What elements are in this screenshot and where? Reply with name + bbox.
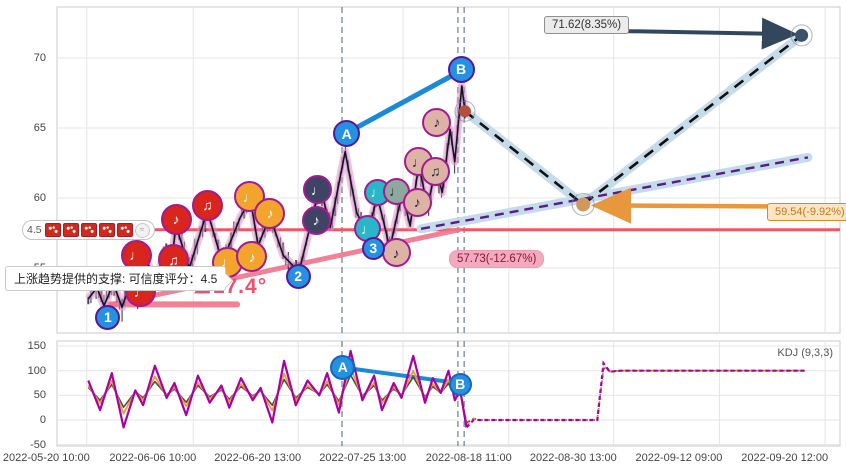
kdj-y-tick-label: 150 <box>27 340 46 353</box>
pattern-icon-row <box>44 223 133 237</box>
kdj-wave-label-A[interactable]: A <box>330 354 356 380</box>
wave-label-A[interactable]: A <box>333 120 361 148</box>
wave-label-B[interactable]: B <box>447 55 475 83</box>
pullback-price-annotation[interactable]: 59.54(-9.92%) <box>767 203 846 221</box>
kdj-y-tick-label: -50 <box>30 438 46 451</box>
support-price-annotation[interactable]: 57.73(-12.67%) <box>449 250 545 268</box>
pattern-icon[interactable] <box>62 223 79 237</box>
x-tick-label: 2022-08-30 13:00 <box>529 452 617 464</box>
x-tick-label: 2022-06-06 10:00 <box>109 452 197 464</box>
kdj-indicator-label: KDJ (9,3,3) <box>777 347 833 359</box>
note-marker-tan[interactable]: ♪ <box>402 187 432 217</box>
x-tick-label: 2022-05-20 10:00 <box>2 452 90 464</box>
x-tick-label: 2022-06-20 13:00 <box>214 452 302 464</box>
tooltip-text: 上涨趋势提供的支撑: 可信度评分：4.5 <box>14 272 218 286</box>
kdj-y-tick-label: 100 <box>27 364 46 377</box>
note-marker-orange[interactable]: ♪ <box>236 241 268 273</box>
wave-label-2[interactable]: 2 <box>285 263 311 289</box>
confidence-score-value: 4.5 <box>27 224 42 236</box>
main-y-tick-label: 65 <box>33 122 46 134</box>
note-marker-orange[interactable]: ♪ <box>254 197 286 229</box>
note-marker-navy[interactable]: ♩ <box>303 175 333 205</box>
main-y-tick-label: 70 <box>33 52 46 64</box>
note-marker-red[interactable]: ♪ <box>160 203 192 235</box>
main-y-tick-label: 60 <box>33 192 46 204</box>
pattern-icon[interactable] <box>80 223 97 237</box>
pattern-icon[interactable] <box>44 223 61 237</box>
kdj-y-tick-label: 50 <box>33 389 46 402</box>
more-patterns-badge[interactable]: ≈ <box>134 222 150 238</box>
note-marker-tan[interactable]: ♫ <box>420 156 450 186</box>
kdj-y-tick-label: 0 <box>39 414 46 426</box>
pattern-icon[interactable] <box>98 223 115 237</box>
wave-label-1[interactable]: 1 <box>95 304 121 330</box>
note-marker-navy[interactable]: ♪ <box>301 205 331 235</box>
x-tick-label: 2022-08-18 11:00 <box>425 452 512 464</box>
trend-support-tooltip: 上涨趋势提供的支撑: 可信度评分：4.5 <box>5 266 234 291</box>
kdj-wave-label-B[interactable]: B <box>448 372 472 396</box>
confidence-score-pill[interactable]: 4.5 ≈ <box>22 220 155 240</box>
note-marker-tan[interactable]: ♪ <box>422 107 452 137</box>
note-marker-orange[interactable]: ♩ <box>234 181 266 213</box>
note-marker-red[interactable]: ♫ <box>191 189 223 221</box>
target-price-annotation[interactable]: 71.62(8.35%) <box>544 16 630 34</box>
x-tick-label: 2022-09-20 12:00 <box>741 452 829 464</box>
wave-label-3[interactable]: 3 <box>361 236 385 260</box>
pattern-icon[interactable] <box>116 223 133 237</box>
x-tick-label: 2022-07-25 13:00 <box>319 452 407 464</box>
note-marker-tan[interactable]: ♪ <box>381 238 411 268</box>
x-tick-label: 2022-09-12 09:00 <box>635 452 723 464</box>
